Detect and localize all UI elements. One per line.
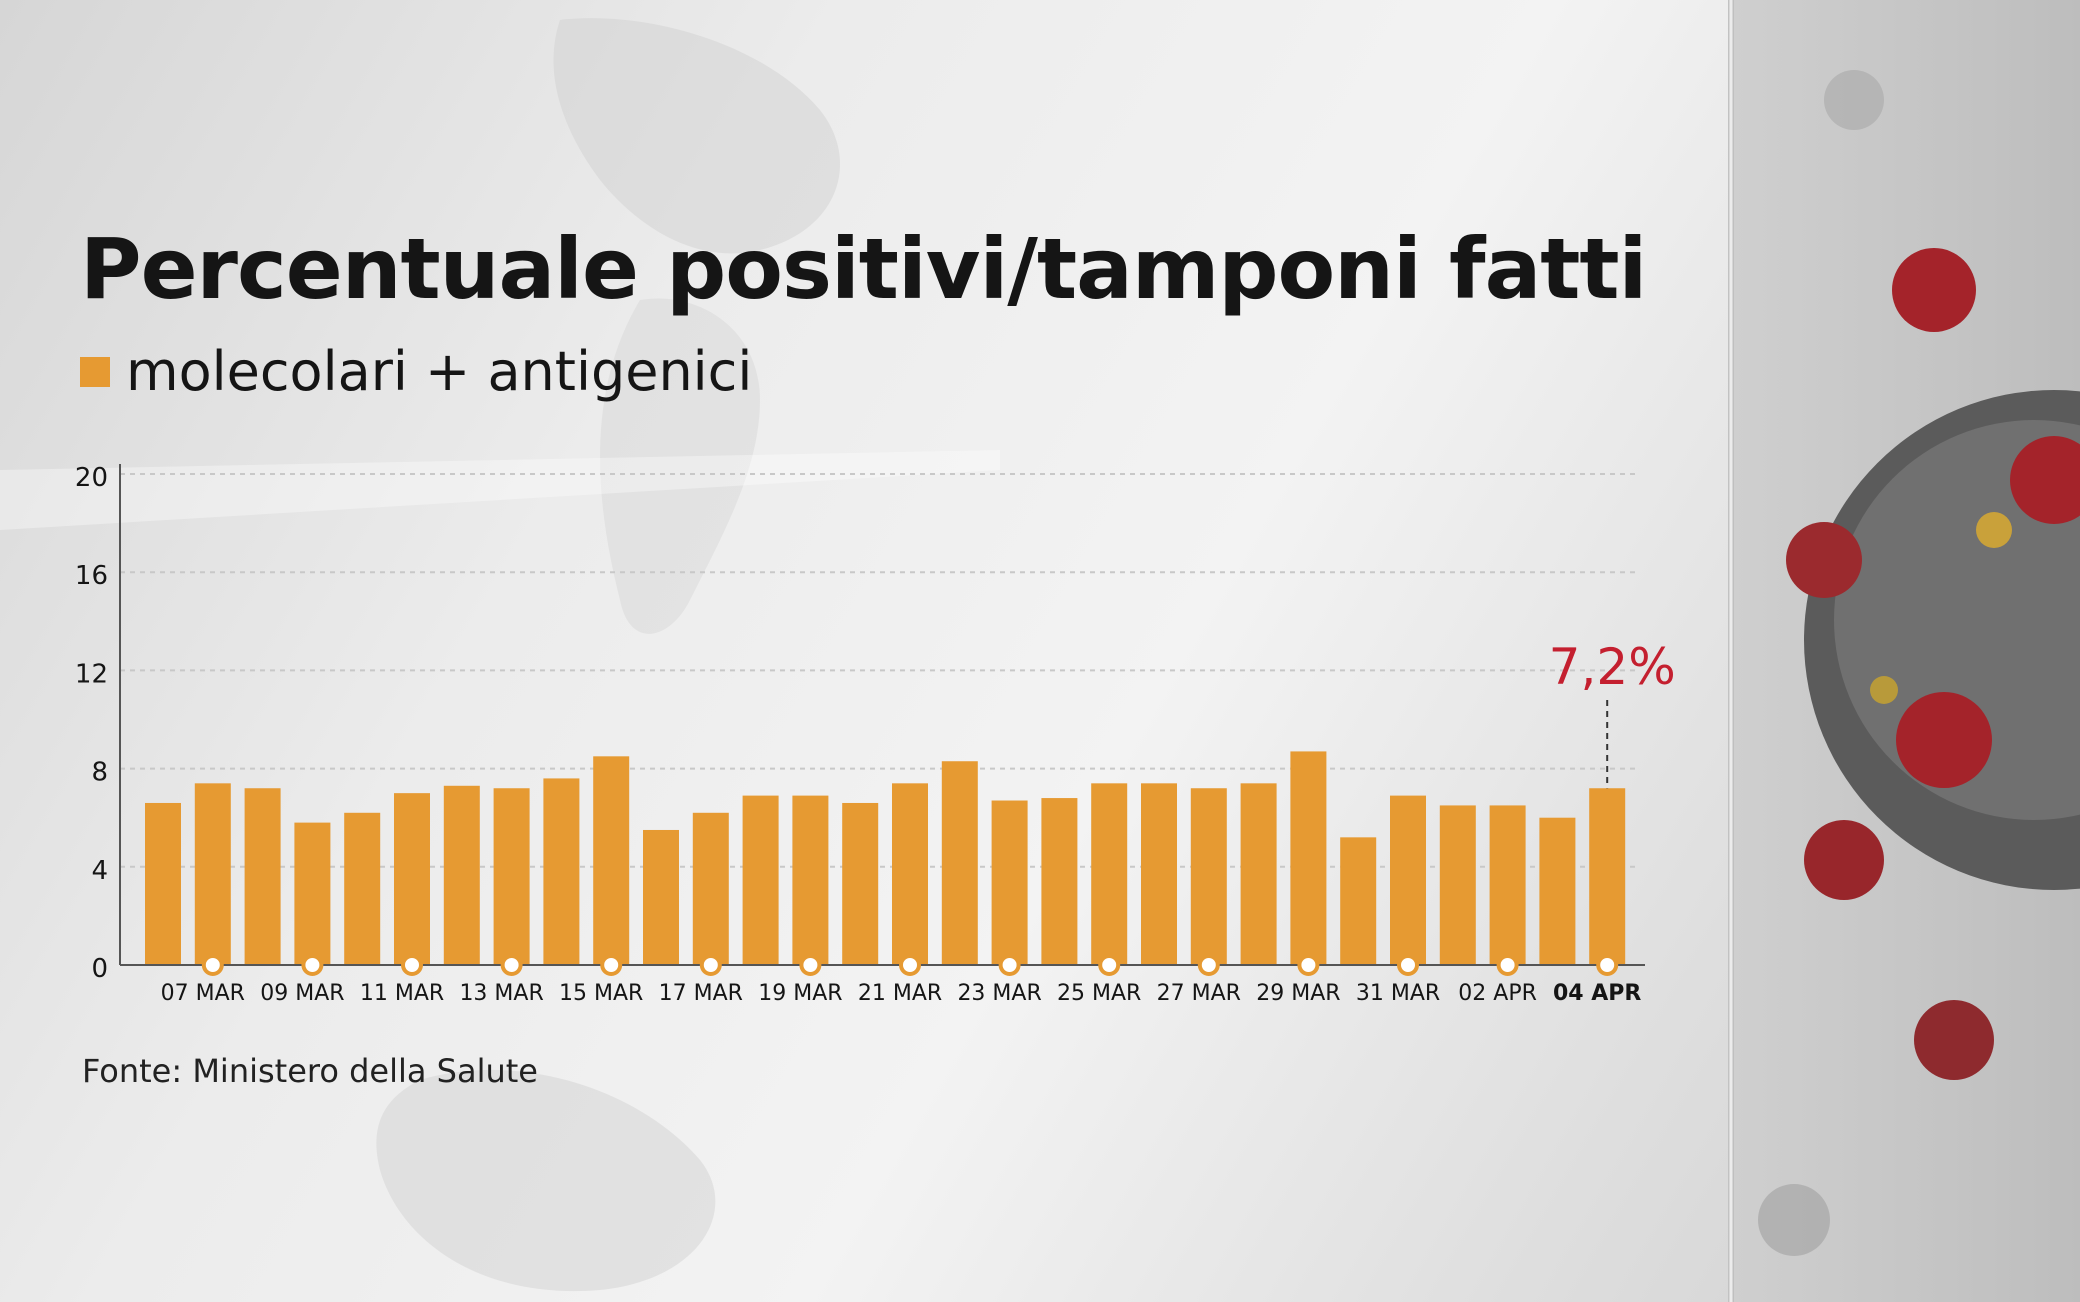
bar [543,778,580,965]
x-tick-label: 04 APR [1553,981,1641,1006]
bar [1091,783,1128,965]
virus-image-panel [1734,0,2080,1302]
legend-label: molecolari + antigenici [126,340,753,403]
x-tick-marker [500,954,523,976]
y-tick-label: 20 [75,463,108,493]
bar [145,802,181,965]
bar [244,788,281,965]
x-tick-label: 23 MAR [957,981,1041,1006]
bar [842,802,879,965]
legend-swatch [80,356,110,387]
bar [1539,817,1576,965]
bar [443,785,480,965]
y-tick-label: 12 [75,659,108,689]
x-tick-marker [201,954,224,976]
bar [643,829,679,965]
x-tick-marker [1098,954,1121,976]
bar [294,822,331,965]
x-tick-marker [1397,954,1419,976]
x-tick-label: 27 MAR [1157,981,1241,1006]
x-tick-label: 09 MAR [260,981,344,1006]
bar [1141,783,1177,965]
bar [1340,837,1377,965]
bar [692,812,729,965]
bar [1439,805,1476,965]
x-tick-marker [301,954,324,976]
x-tick-marker [1496,954,1519,976]
x-tick-marker [1197,954,1220,976]
chart-title: Percentuale positivi/tamponi fatti [80,220,1647,318]
panel-divider [1728,0,1734,1302]
bar [194,783,231,965]
x-tick-marker [998,954,1021,976]
bar [1041,798,1078,965]
x-tick-label: 21 MAR [858,981,942,1006]
x-tick-label: 11 MAR [360,981,444,1006]
x-tick-marker [899,954,921,976]
x-tick-label: 15 MAR [559,981,643,1006]
x-tick-marker [600,954,623,976]
bar [991,800,1028,965]
x-tick-marker [401,954,423,976]
x-tick-label: 31 MAR [1356,981,1440,1006]
bar [792,795,829,965]
bar [593,756,630,965]
x-tick-marker [1596,954,1619,976]
bar [892,783,928,965]
x-tick-label: 07 MAR [161,981,245,1006]
bar [1290,751,1327,965]
x-tick-label: 29 MAR [1256,981,1340,1006]
x-tick-marker [699,954,722,976]
x-tick-label: 25 MAR [1057,981,1141,1006]
bar [1190,788,1227,965]
bar [941,761,978,965]
bar [394,793,430,965]
bar [1489,805,1526,965]
y-tick-label: 16 [75,561,108,591]
x-tick-label: 17 MAR [659,981,743,1006]
x-tick-marker [1297,954,1320,976]
y-tick-label: 4 [91,856,108,886]
x-tick-label: 13 MAR [459,981,543,1006]
x-tick-label: 19 MAR [758,981,842,1006]
legend: molecolari + antigenici [80,340,752,403]
bar [1390,795,1426,965]
bar [344,812,381,965]
bar [1240,783,1277,965]
x-tick-marker [799,954,822,976]
annotation-label: 7,2% [1549,638,1676,696]
y-tick-label: 8 [91,758,108,788]
bar [742,795,779,965]
y-tick-label: 0 [91,954,108,984]
source-note: Fonte: Ministero della Salute [82,1052,538,1090]
bar [1589,788,1626,965]
x-tick-label: 02 APR [1458,981,1537,1006]
bar [493,788,530,965]
world-map-background [376,18,840,1292]
